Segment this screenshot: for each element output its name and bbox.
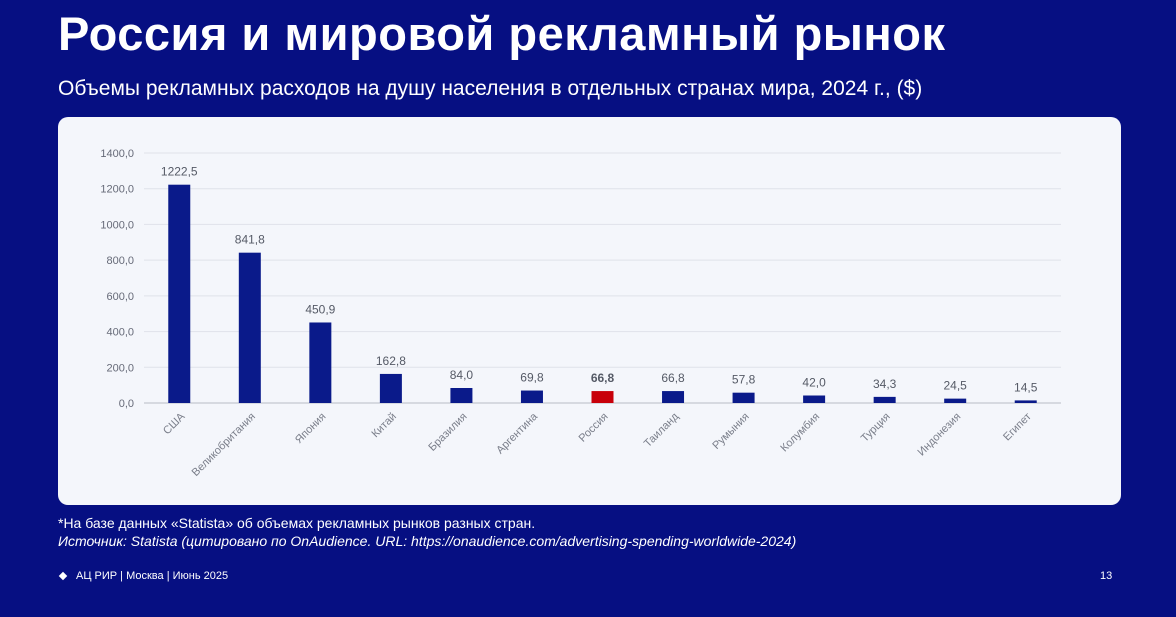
data-label: 162,8	[376, 354, 406, 368]
bar	[168, 184, 191, 403]
y-tick-label: 200,0	[106, 362, 134, 374]
data-label: 14,5	[1014, 380, 1038, 394]
chart-card: 0,0 200,0 400,0 600,0 800,0 1000,0 1200,0 1400,…	[58, 117, 1121, 505]
data-label: 84,0	[450, 368, 474, 382]
x-tick-label: Япония	[293, 411, 329, 447]
y-tick-label: 1400,0	[100, 148, 134, 160]
bar	[591, 391, 614, 403]
bar	[450, 388, 473, 403]
page-title: Россия и мировой рекламный рынок	[58, 7, 946, 60]
bar	[309, 322, 332, 403]
bar	[873, 396, 896, 403]
x-tick-label: Бразилия	[426, 411, 469, 454]
y-tick-label: 1000,0	[100, 219, 134, 231]
y-tick-label: 800,0	[106, 255, 134, 267]
data-label: 66,8	[661, 371, 685, 385]
x-tick-label: Египет	[1001, 411, 1034, 444]
bar	[662, 391, 685, 403]
y-tick-label: 400,0	[106, 327, 134, 339]
bar	[803, 395, 826, 403]
data-label: 66,8	[591, 371, 615, 385]
x-tick-label: Аргентина	[494, 410, 540, 456]
bar	[520, 390, 543, 403]
data-label: 57,8	[732, 373, 756, 387]
x-tick-label: Великобритания	[190, 411, 258, 479]
x-tick-label: Таиланд	[642, 410, 682, 450]
footnote: *На базе данных «Statista» об объемах ре…	[58, 515, 536, 531]
y-tick-label: 600,0	[106, 291, 134, 303]
data-label: 1222,5	[161, 165, 198, 179]
y-tick-label: 0,0	[119, 398, 134, 410]
x-tick-label: Россия	[577, 411, 611, 445]
data-label: 450,9	[305, 302, 335, 316]
page-number: 13	[1100, 570, 1113, 582]
bar	[379, 373, 402, 403]
footer-org: АЦ РИР | Москва | Июнь 2025	[76, 570, 229, 582]
source-note: Источник: Statista (цитировано по OnAudi…	[58, 533, 797, 549]
data-label: 24,5	[944, 379, 968, 393]
bar	[944, 398, 967, 403]
x-tick-label: Румыния	[710, 411, 751, 452]
data-label: 42,0	[802, 376, 826, 390]
x-tick-label: Турция	[859, 411, 893, 445]
x-tick-label: Колумбия	[778, 411, 822, 455]
bar	[1014, 400, 1037, 403]
x-tick-label: Китай	[369, 411, 399, 441]
y-tick-label: 1200,0	[100, 184, 134, 196]
data-label: 69,8	[520, 371, 544, 385]
bar	[238, 252, 261, 403]
chart-subtitle: Объемы рекламных расходов на душу населе…	[58, 77, 923, 100]
diamond-icon	[58, 571, 68, 581]
x-tick-label: Индонезия	[915, 411, 963, 459]
data-label: 841,8	[235, 233, 265, 247]
bar	[732, 392, 755, 403]
bar-chart: 0,0 200,0 400,0 600,0 800,0 1000,0 1200,0 1400,…	[100, 148, 1061, 479]
footer: АЦ РИР | Москва | Июнь 2025	[58, 570, 228, 582]
data-label: 34,3	[873, 377, 897, 391]
x-tick-label: США	[161, 410, 188, 437]
